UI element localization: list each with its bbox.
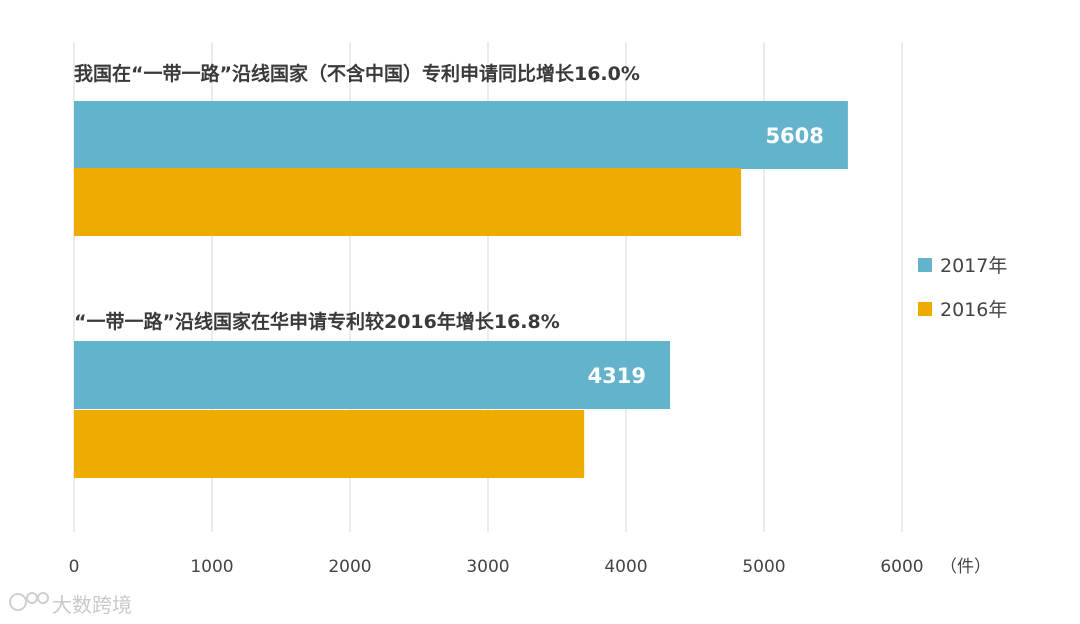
legend-label: 2016年 (940, 299, 1007, 321)
legend-label: 2017年 (940, 255, 1007, 277)
x-axis-unit-label: （件） (940, 557, 991, 577)
watermark: 大数跨境 (9, 592, 132, 617)
group-titles: 我国在“一带一路”沿线国家（不含中国）专利申请同比增长16.0% “一带一路”沿线… (74, 62, 640, 333)
bar-2016年 (74, 410, 585, 478)
data-label: 4319 (588, 364, 646, 388)
x-tick-label: 1000 (190, 557, 233, 577)
bars (74, 101, 848, 478)
data-labels: 5608 4319 (588, 124, 824, 388)
watermark-text: 大数跨境 (52, 593, 132, 617)
x-tick-label: 4000 (604, 557, 647, 577)
group-title: 我国在“一带一路”沿线国家（不含中国）专利申请同比增长16.0% (74, 62, 640, 85)
x-tick-label: 6000 (880, 557, 923, 577)
legend: 2017年 2016年 (918, 255, 1007, 321)
legend-swatch (918, 302, 932, 316)
x-tick-label: 2000 (328, 557, 371, 577)
group-title: “一带一路”沿线国家在华申请专利较2016年增长16.8% (74, 310, 560, 333)
x-tick-label: 5000 (742, 557, 785, 577)
x-tick-label: 0 (69, 557, 80, 577)
bar-2017年 (74, 101, 848, 169)
data-label: 5608 (765, 124, 823, 148)
watermark-logo-icon (9, 592, 49, 611)
bar-2017年 (74, 341, 671, 409)
x-tick-label: 3000 (466, 557, 509, 577)
legend-swatch (918, 258, 932, 272)
bar-2016年 (74, 168, 742, 236)
x-axis-tick-labels: 0 1000 2000 3000 4000 5000 6000 (69, 557, 924, 577)
